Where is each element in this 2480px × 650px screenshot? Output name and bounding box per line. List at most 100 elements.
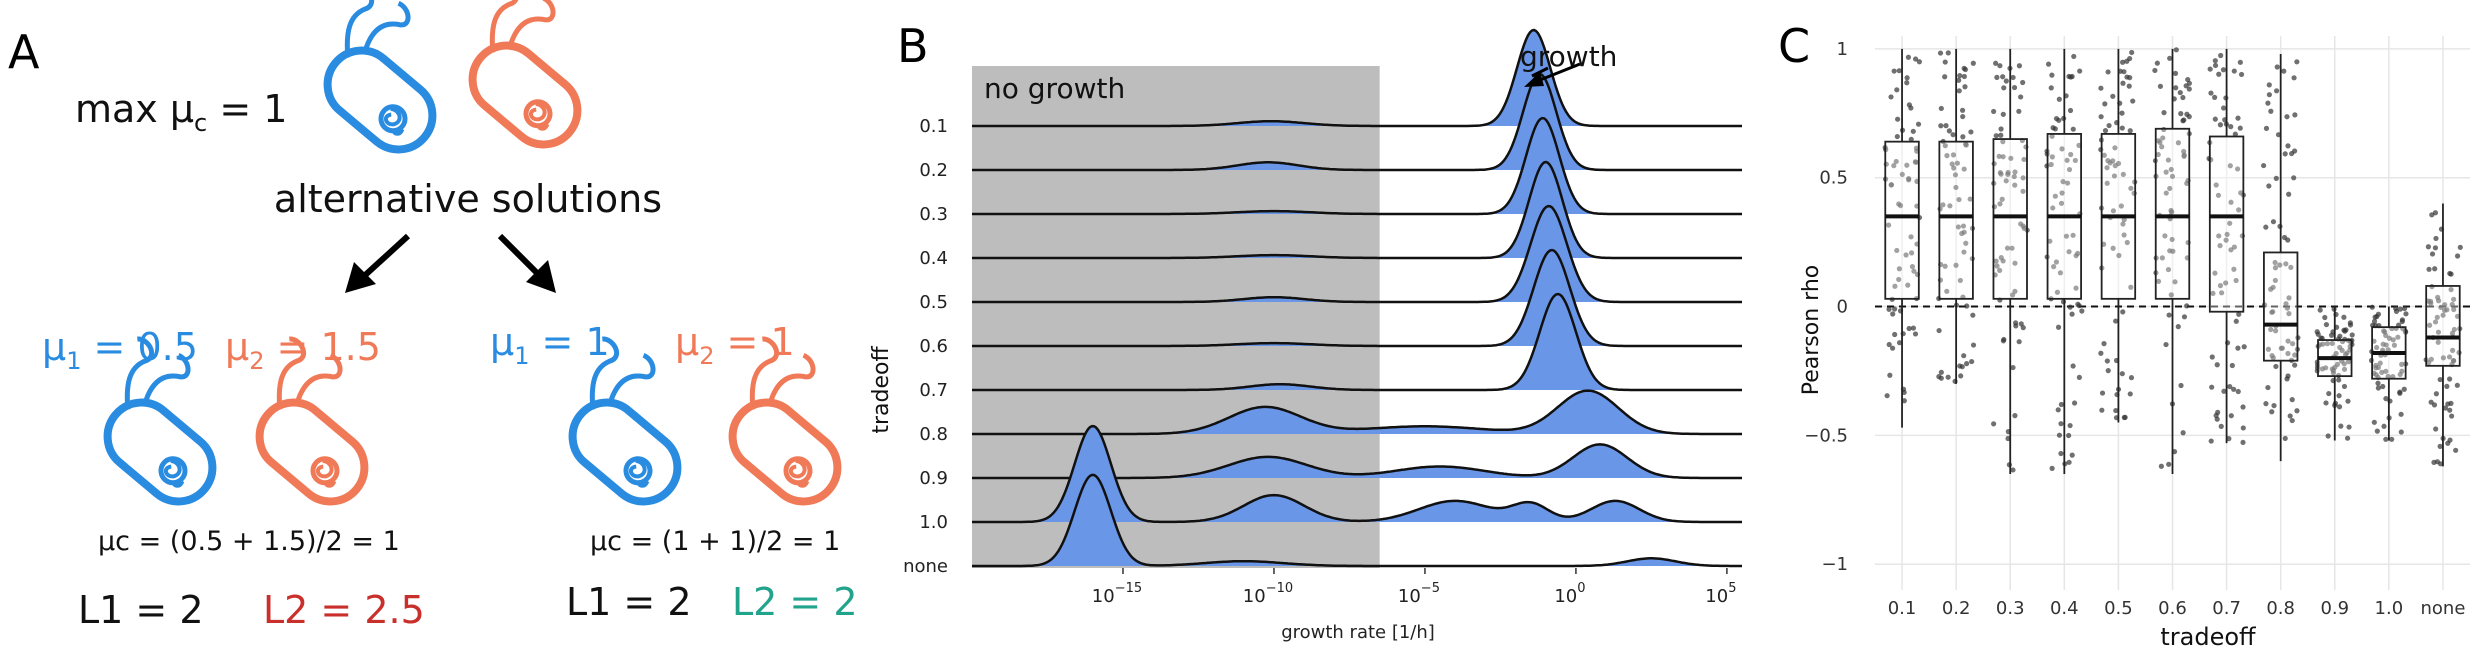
- jitter-point: [1884, 393, 1890, 399]
- jitter-point: [2011, 84, 2018, 91]
- jitter-point: [1960, 113, 1966, 120]
- ridge-area-0.9: [972, 444, 1742, 478]
- jitter-point: [2181, 152, 2187, 158]
- ridge-line-0.6: [972, 248, 1742, 348]
- jitter-point: [1891, 163, 1897, 169]
- jitter-point: [1993, 133, 1999, 139]
- jitter-point: [2398, 429, 2404, 435]
- jitter-point: [1963, 141, 1969, 147]
- jitter-point: [2229, 362, 2235, 369]
- jitter-point: [2212, 58, 2218, 64]
- jitter-point: [2336, 404, 2343, 410]
- box-x-tick-label: 0.2: [1942, 598, 1971, 619]
- jitter-point: [1909, 250, 1915, 256]
- jitter-point: [2389, 436, 2395, 442]
- jitter-point: [1897, 202, 1904, 209]
- jitter-point: [1894, 87, 1900, 93]
- jitter-point: [1954, 160, 1960, 166]
- jitter-point: [1994, 263, 2000, 269]
- jitter-point: [1942, 143, 1948, 149]
- jitter-point: [1888, 94, 1894, 100]
- jitter-point: [1970, 312, 1976, 318]
- jitter-point: [2284, 305, 2290, 311]
- left-mu2-label: μ2 = 1.5: [225, 325, 381, 375]
- jitter-point: [2166, 312, 2172, 318]
- jitter-point: [2289, 397, 2295, 403]
- jitter-point: [2079, 308, 2085, 314]
- jitter-point: [1950, 132, 1956, 138]
- jitter-point: [2374, 428, 2380, 434]
- jitter-point: [2375, 380, 2381, 386]
- jitter-point: [2285, 338, 2291, 344]
- jitter-point: [2075, 301, 2081, 307]
- jitter-point: [2112, 163, 2118, 169]
- jitter-point: [2110, 245, 2116, 251]
- jitter-point: [2163, 169, 2169, 175]
- jitter-point: [2263, 125, 2270, 131]
- jitter-point: [1940, 202, 1946, 208]
- jitter-point: [2050, 205, 2056, 211]
- jitter-point: [2058, 450, 2064, 457]
- jitter-point: [2403, 311, 2409, 317]
- jitter-point: [2020, 175, 2026, 181]
- jitter-point: [2329, 366, 2335, 372]
- jitter-point: [2069, 311, 2075, 317]
- jitter-point: [2155, 151, 2161, 158]
- jitter-point: [2223, 237, 2229, 243]
- box-x-tick-label: 1.0: [2375, 598, 2404, 619]
- jitter-point: [1956, 88, 1962, 94]
- jitter-point: [1905, 54, 1912, 60]
- jitter-point: [2215, 192, 2222, 198]
- jitter-point: [1991, 421, 1997, 427]
- jitter-point: [2435, 339, 2441, 345]
- jitter-point: [2448, 400, 2454, 406]
- jitter-point: [2385, 373, 2391, 380]
- jitter-point: [1961, 229, 1967, 235]
- jitter-point: [2186, 80, 2192, 86]
- jitter-point: [2284, 376, 2290, 382]
- jitter-point: [2397, 306, 2403, 312]
- jitter-point: [2282, 151, 2288, 157]
- jitter-point: [2157, 83, 2164, 89]
- jitter-point: [2049, 133, 2055, 139]
- right-l2-label: L2 = 2: [732, 580, 858, 624]
- jitter-point: [2071, 53, 2077, 60]
- jitter-point: [2341, 361, 2347, 367]
- jitter-point: [2018, 94, 2024, 100]
- jitter-point: [2209, 384, 2215, 390]
- box-y-tick-label: 0: [1837, 297, 1848, 318]
- jitter-point: [2217, 283, 2224, 289]
- jitter-point: [2110, 93, 2116, 99]
- ridge-line-0.2: [972, 72, 1742, 172]
- jitter-point: [2163, 190, 2169, 196]
- jitter-point: [1904, 75, 1910, 81]
- jitter-point: [2101, 341, 2107, 347]
- jitter-point: [1952, 172, 1959, 178]
- jitter-point: [1890, 311, 1896, 317]
- jitter-point: [2337, 333, 2343, 339]
- jitter-point: [2426, 266, 2432, 272]
- jitter-point: [2429, 251, 2436, 257]
- jitter-point: [2336, 377, 2342, 383]
- jitter-point: [2077, 68, 2083, 74]
- jitter-point: [1960, 223, 1967, 229]
- box-y-tick-labels: −1 −0.5 0 0.5 1: [1804, 39, 1848, 575]
- alternative-solutions-label: alternative solutions: [274, 177, 662, 221]
- jitter-point: [2067, 107, 2074, 114]
- jitter-point: [2020, 79, 2026, 86]
- jitter-point: [1899, 171, 1905, 178]
- jitter-point: [2209, 354, 2215, 360]
- jitter-point: [2453, 447, 2459, 453]
- jitter-point: [2451, 296, 2457, 302]
- ridge-area-0.8: [972, 390, 1742, 434]
- jitter-point: [2323, 365, 2329, 371]
- jitter-point: [2067, 304, 2073, 310]
- ridge-x-tick-label: 10−5: [1398, 581, 1440, 607]
- jitter-point: [2438, 304, 2444, 310]
- jitter-point: [1964, 303, 1970, 309]
- ridge-y-tick-label: 0.7: [919, 380, 948, 401]
- jitter-point: [1993, 60, 1999, 66]
- jitter-point: [2128, 284, 2134, 290]
- jitter-point: [2058, 200, 2065, 206]
- jitter-point: [2432, 245, 2439, 251]
